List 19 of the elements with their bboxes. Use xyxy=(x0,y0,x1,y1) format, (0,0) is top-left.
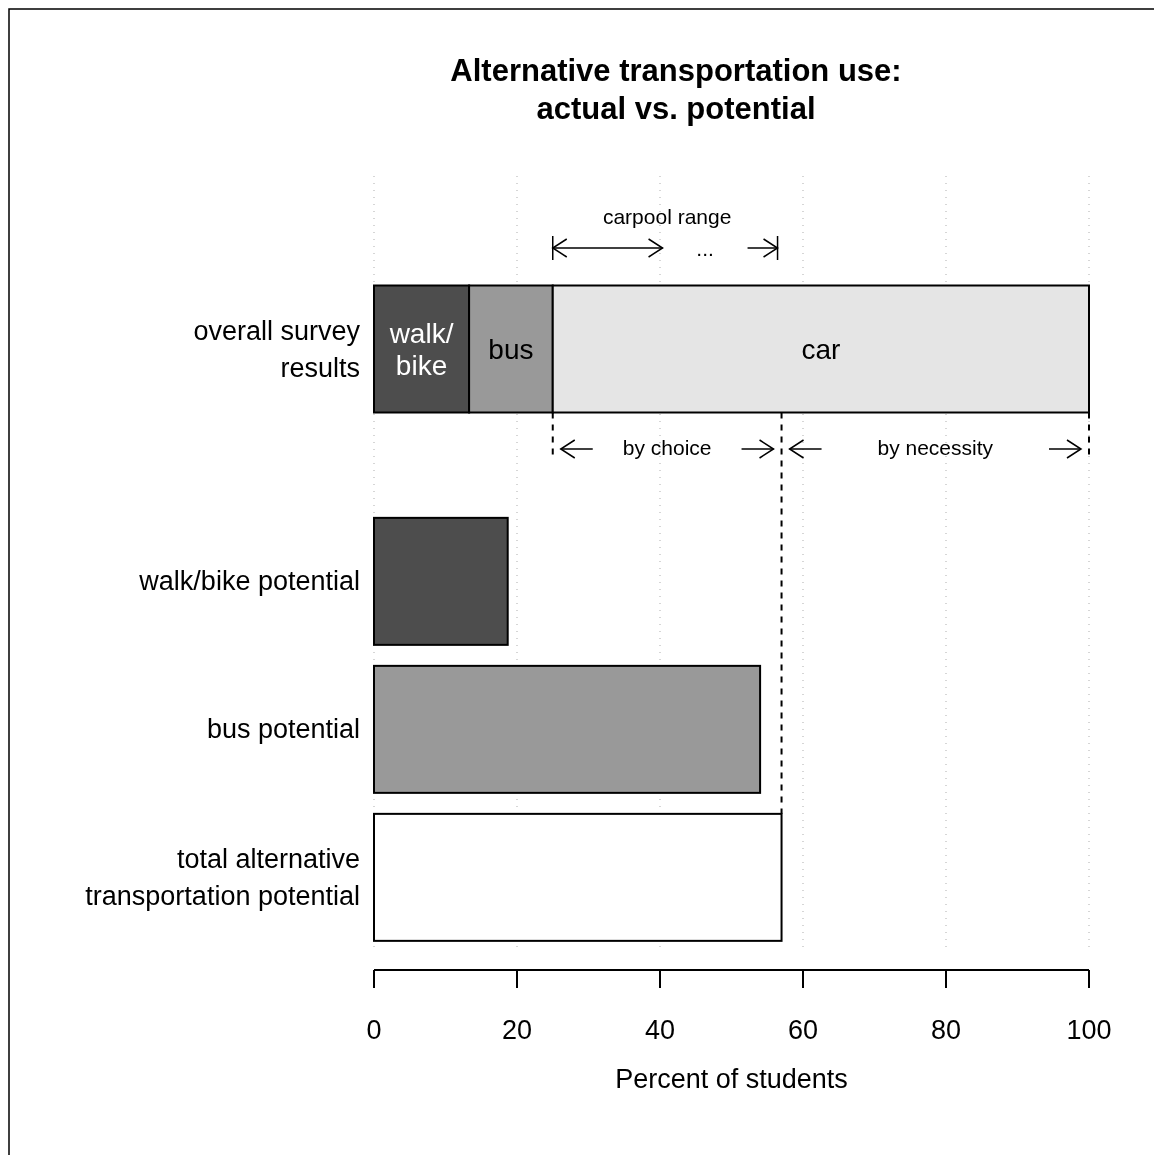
x-axis-title: Percent of students xyxy=(615,1064,848,1094)
chart-title: Alternative transportation use: actual vs. potential xyxy=(450,53,902,126)
x-tick-label: 40 xyxy=(644,1015,676,1045)
annotation: by choice xyxy=(622,435,712,459)
annotation: by necessity xyxy=(877,435,994,459)
y-tick-label: total alternative transportation potential xyxy=(85,844,360,912)
x-tick-label: 0 xyxy=(366,1015,382,1045)
y-tick-label: overall survey results xyxy=(193,316,361,383)
annotation: ... xyxy=(696,236,714,260)
series-label: bus xyxy=(488,333,534,365)
y-tick-label: bus potential xyxy=(206,714,360,745)
x-tick-label: 80 xyxy=(930,1015,962,1045)
x-tick-label: 20 xyxy=(501,1015,533,1045)
series-label: walk/bike xyxy=(388,317,454,381)
series-label: car xyxy=(801,333,841,365)
x-tick-label: 60 xyxy=(787,1015,819,1045)
y-tick-label: walk/bike potential xyxy=(138,566,360,597)
annotation: carpool range xyxy=(602,205,732,228)
x-tick-label: 100 xyxy=(1066,1015,1112,1045)
